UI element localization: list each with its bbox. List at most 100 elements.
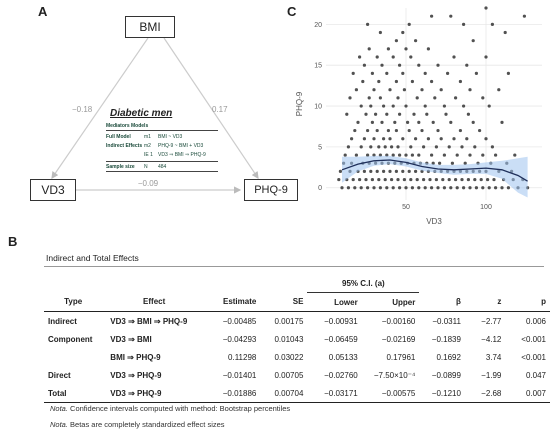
data-point [500,186,504,190]
data-point [366,22,370,26]
legend-row-label: Indirect Effects [106,143,143,149]
data-point [442,186,446,190]
data-point [382,104,386,108]
col-lower-header: Lower [334,297,358,307]
data-point [396,177,400,182]
data-point [396,145,400,149]
data-point [468,153,472,157]
data-point [353,128,357,133]
data-point [393,120,397,124]
data-point [340,186,344,190]
col-effect-header: Effect [143,297,166,307]
data-point [500,120,504,124]
data-point [378,96,382,100]
data-point [404,153,408,157]
data-point [404,186,408,190]
legend-row-formula: 484 [158,164,167,170]
table-row: BMI ⇒ PHQ-9 0.11298 0.03022 0.05133 0.17961 0… [44,348,550,366]
data-point [410,186,414,190]
data-point [351,71,355,75]
data-point [369,145,373,149]
data-point [370,177,374,182]
cell-p: 0.007 [525,388,546,398]
data-point [391,153,395,157]
data-point [487,104,491,108]
panel-label-b: B [8,234,18,249]
data-point [417,120,421,124]
data-point [474,71,478,75]
path-c-coef: −0.09 [138,179,159,188]
data-point [394,79,398,84]
note-label: Nota. [50,404,68,413]
data-point [481,96,485,100]
cell-estimate: −0.01401 [222,370,257,380]
data-point [497,88,501,92]
data-point [401,71,405,75]
data-point [414,169,418,174]
data-point [449,14,453,18]
cell-z: −1.99 [481,370,502,380]
data-point [398,186,402,190]
data-point [414,39,418,43]
data-point [362,63,366,67]
data-point [391,186,395,190]
cell-se: 0.00175 [274,316,304,326]
scatter-chart: 0 5 10 15 20 50 100 VD3 PHQ-9 [295,6,542,226]
cell-type: Direct [48,370,71,380]
cell-effect: VD3 ⇒ PHQ-9 [110,370,162,380]
data-point [415,177,419,182]
data-point [439,88,443,92]
y-tick-label: 0 [318,185,322,192]
path-b-line [163,37,259,179]
data-point [417,186,421,190]
legend-row-label: Sample size [106,164,135,170]
data-point [366,153,370,157]
data-point [466,177,470,182]
data-point [415,96,419,100]
legend-row: Sample size N 484 [106,161,218,172]
col-z-header: z [497,297,502,307]
data-point [420,88,424,92]
data-point [366,128,370,133]
cell-type: Indirect [48,316,77,326]
data-point [436,63,440,67]
data-point [503,30,507,35]
data-point [361,79,365,84]
cell-upper: −0.00160 [381,316,416,326]
data-point [401,169,405,174]
data-point [377,177,381,182]
data-point [406,120,410,124]
node-bmi: BMI [125,16,175,38]
data-point [452,137,456,141]
data-point [337,177,341,182]
data-point [386,47,390,51]
data-point [358,177,362,182]
data-point [345,112,349,116]
data-point [430,186,434,190]
x-axis-label: VD3 [426,217,442,226]
cell-p: 0.047 [525,370,546,380]
data-point [388,137,392,141]
cell-z: −2.77 [481,316,502,326]
data-point [486,177,490,182]
data-point [414,137,418,141]
data-point [409,55,413,59]
model-legend: Mediators Models Full Model m1 BMI ~ VD3 In… [106,123,218,175]
col-p-header: p [541,297,546,307]
data-point [394,128,398,133]
data-point [434,177,438,182]
data-point [447,145,451,149]
data-point [522,14,526,18]
data-point [388,169,392,174]
data-point [430,14,434,18]
legend-header: Mediators Models [106,123,218,131]
data-point [458,128,462,133]
data-point [374,112,378,116]
legend-row: IE 1 VD3 ⇒ BMI ⇒ PHQ-9 [106,152,218,158]
data-point [394,39,398,43]
data-point [390,177,394,182]
cell-beta: −0.0899 [431,370,461,380]
data-point [364,112,368,116]
data-point [383,177,387,182]
group-title: Diabetic men [110,108,173,119]
